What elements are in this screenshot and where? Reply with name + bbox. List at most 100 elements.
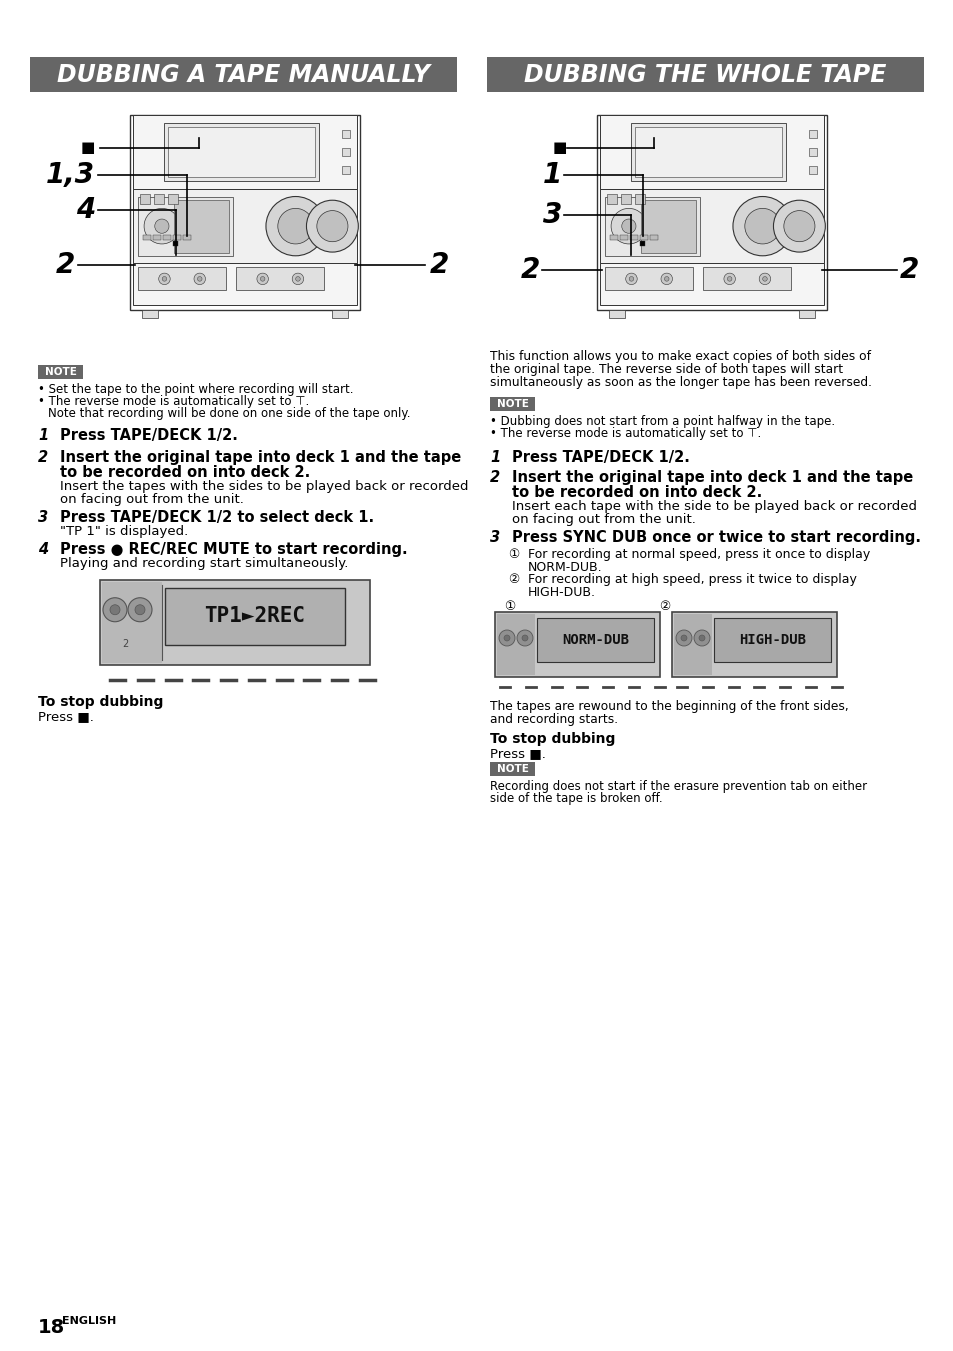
Circle shape bbox=[773, 200, 824, 253]
Bar bbox=[30, 57, 456, 92]
Bar bbox=[599, 189, 823, 263]
Circle shape bbox=[197, 277, 202, 281]
Bar bbox=[619, 235, 627, 239]
Text: ■: ■ bbox=[81, 141, 95, 155]
Circle shape bbox=[699, 635, 704, 640]
Text: 2: 2 bbox=[899, 255, 919, 284]
Bar bbox=[168, 195, 178, 204]
Text: 18: 18 bbox=[38, 1319, 65, 1337]
Text: 1: 1 bbox=[542, 161, 561, 189]
Bar bbox=[808, 130, 816, 138]
Circle shape bbox=[517, 630, 533, 646]
Bar bbox=[808, 166, 816, 174]
Text: To stop dubbing: To stop dubbing bbox=[490, 732, 615, 746]
Text: 2: 2 bbox=[490, 470, 499, 485]
Text: Note that recording will be done on one side of the tape only.: Note that recording will be done on one … bbox=[48, 407, 410, 420]
Text: ②: ② bbox=[507, 573, 518, 586]
Bar bbox=[132, 189, 356, 263]
Bar bbox=[38, 365, 83, 380]
Text: the original tape. The reverse side of both tapes will start: the original tape. The reverse side of b… bbox=[490, 363, 842, 376]
Circle shape bbox=[292, 273, 303, 285]
Text: 2: 2 bbox=[430, 251, 449, 280]
Text: For recording at high speed, press it twice to display: For recording at high speed, press it tw… bbox=[527, 573, 856, 586]
Bar bbox=[138, 196, 233, 255]
Circle shape bbox=[680, 635, 686, 640]
Text: 2: 2 bbox=[38, 450, 48, 465]
Bar bbox=[620, 195, 630, 204]
Text: 4: 4 bbox=[75, 196, 95, 224]
Circle shape bbox=[295, 277, 300, 281]
Bar bbox=[169, 127, 314, 177]
Text: "TP 1" is displayed.: "TP 1" is displayed. bbox=[60, 526, 188, 538]
Text: DUBBING THE WHOLE TAPE: DUBBING THE WHOLE TAPE bbox=[524, 62, 885, 86]
Text: Press TAPE/DECK 1/2.: Press TAPE/DECK 1/2. bbox=[512, 450, 689, 465]
Circle shape bbox=[693, 630, 709, 646]
Text: To stop dubbing: To stop dubbing bbox=[38, 694, 163, 709]
Bar bbox=[164, 123, 318, 181]
Bar bbox=[172, 240, 178, 246]
Bar bbox=[497, 613, 535, 676]
Text: 2: 2 bbox=[55, 251, 75, 280]
Circle shape bbox=[103, 597, 127, 621]
Bar bbox=[490, 762, 535, 775]
Circle shape bbox=[128, 597, 152, 621]
Bar bbox=[486, 57, 923, 92]
Text: Press TAPE/DECK 1/2 to select deck 1.: Press TAPE/DECK 1/2 to select deck 1. bbox=[60, 509, 374, 526]
Circle shape bbox=[759, 273, 770, 285]
Text: ①: ① bbox=[504, 600, 515, 613]
Text: NOTE: NOTE bbox=[497, 399, 528, 409]
Bar bbox=[673, 613, 711, 676]
Bar bbox=[138, 267, 226, 290]
Bar bbox=[671, 612, 836, 677]
Bar bbox=[635, 195, 644, 204]
Bar bbox=[332, 309, 348, 317]
Text: • Dubbing does not start from a point halfway in the tape.: • Dubbing does not start from a point ha… bbox=[490, 415, 834, 428]
Text: Press ● REC/REC MUTE to start recording.: Press ● REC/REC MUTE to start recording. bbox=[60, 542, 407, 557]
Bar bbox=[152, 235, 161, 239]
Bar bbox=[597, 115, 826, 309]
Text: • Set the tape to the point where recording will start.: • Set the tape to the point where record… bbox=[38, 382, 354, 396]
Circle shape bbox=[306, 200, 358, 253]
Circle shape bbox=[611, 208, 646, 245]
Bar bbox=[490, 397, 535, 411]
Text: 2: 2 bbox=[122, 639, 128, 648]
Text: on facing out from the unit.: on facing out from the unit. bbox=[512, 513, 695, 526]
Text: Press TAPE/DECK 1/2.: Press TAPE/DECK 1/2. bbox=[60, 428, 237, 443]
Text: NORM-DUB: NORM-DUB bbox=[561, 634, 628, 647]
Circle shape bbox=[498, 630, 515, 646]
Bar bbox=[799, 309, 814, 317]
Circle shape bbox=[266, 196, 325, 255]
Circle shape bbox=[723, 273, 735, 285]
Bar bbox=[142, 309, 158, 317]
Bar bbox=[132, 115, 356, 189]
Circle shape bbox=[110, 605, 120, 615]
Text: For recording at normal speed, press it once to display: For recording at normal speed, press it … bbox=[527, 549, 869, 561]
Text: Press SYNC DUB once or twice to start recording.: Press SYNC DUB once or twice to start re… bbox=[512, 530, 920, 544]
Text: The tapes are rewound to the beginning of the front sides,: The tapes are rewound to the beginning o… bbox=[490, 700, 848, 713]
Circle shape bbox=[135, 605, 145, 615]
Bar bbox=[608, 309, 624, 317]
Text: ②: ② bbox=[659, 600, 670, 613]
Bar bbox=[143, 235, 151, 239]
Text: 4: 4 bbox=[38, 542, 48, 557]
Circle shape bbox=[503, 635, 510, 640]
Bar bbox=[132, 263, 356, 305]
Text: 3: 3 bbox=[38, 509, 48, 526]
Circle shape bbox=[144, 208, 179, 245]
Text: 1,3: 1,3 bbox=[46, 161, 95, 189]
Text: Insert the original tape into deck 1 and the tape: Insert the original tape into deck 1 and… bbox=[512, 470, 912, 485]
Text: TP1►2REC: TP1►2REC bbox=[204, 607, 305, 627]
Bar bbox=[341, 149, 350, 155]
Circle shape bbox=[154, 219, 169, 234]
Text: 2: 2 bbox=[520, 255, 539, 284]
Circle shape bbox=[628, 277, 633, 281]
Circle shape bbox=[660, 273, 672, 285]
Circle shape bbox=[277, 208, 313, 245]
Bar bbox=[609, 235, 618, 239]
Text: simultaneously as soon as the longer tape has been reversed.: simultaneously as soon as the longer tap… bbox=[490, 376, 871, 389]
Bar bbox=[153, 195, 164, 204]
Bar bbox=[639, 235, 647, 239]
Bar bbox=[100, 580, 370, 665]
Bar bbox=[102, 582, 162, 663]
Text: and recording starts.: and recording starts. bbox=[490, 713, 618, 725]
